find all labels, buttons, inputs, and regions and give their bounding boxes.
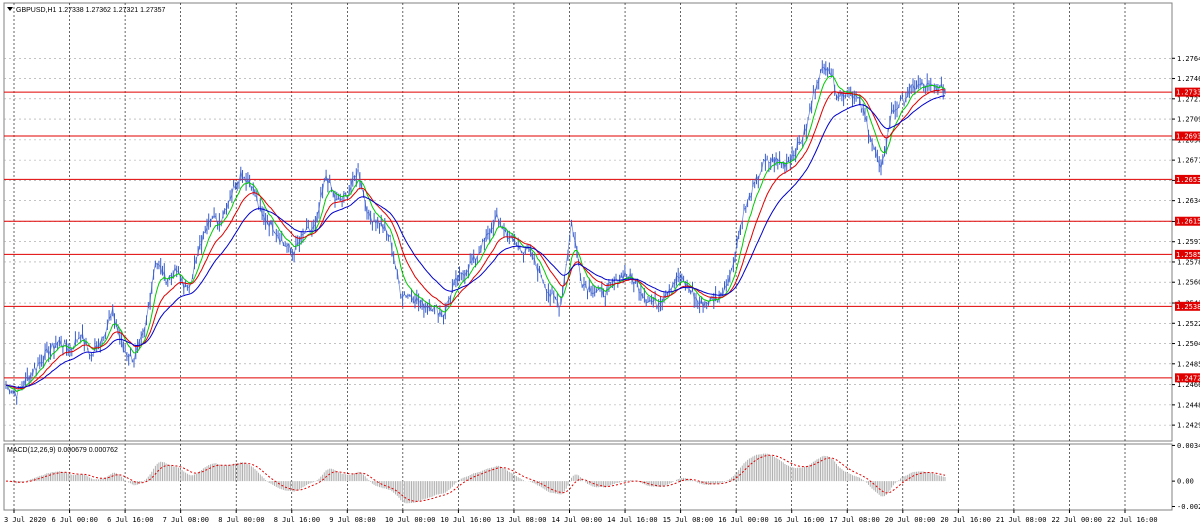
time-axis: 3 Jul 2020 6 Jul 00:00 6 Jul 16:00 7 Jul 08…: [4, 510, 1158, 524]
y-tick-label: 1.26345: [1177, 197, 1200, 205]
level-price-label: 1.24727: [1176, 374, 1200, 382]
y-tick-label: 1.27460: [1177, 75, 1200, 83]
level-price-label: 1.27336: [1176, 89, 1200, 97]
y-tick-label: 1.27090: [1177, 116, 1200, 124]
y-tick-label: 1.27645: [1177, 55, 1200, 63]
x-tick-label: 20 Jul 00:00: [885, 516, 936, 524]
moving-average-slow: [5, 95, 946, 388]
x-tick-label: 3 Jul 2020: [4, 516, 46, 524]
macd-y-tick-label: -0.002461: [1177, 503, 1200, 511]
level-labels: 1.27336 1.26935 1.26539 1.26157 1.25854 1.253…: [1175, 87, 1200, 383]
y-tick-label: 1.27275: [1177, 95, 1200, 103]
price-line: [5, 66, 946, 399]
y-tick-label: 1.24295: [1177, 422, 1200, 430]
macd-panel-frame: [3, 443, 1173, 511]
x-tick-label: 8 Jul 16:00: [274, 516, 320, 524]
x-tick-label: 14 Jul 16:00: [607, 516, 658, 524]
horizontal-levels: [4, 91, 1172, 379]
x-tick-label: 8 Jul 00:00: [218, 516, 264, 524]
moving-average-fast: [5, 75, 946, 393]
macd-y-tick-label: 0.00: [1177, 478, 1194, 486]
level-price-tag: [1175, 301, 1200, 311]
x-tick-label: 15 Jul 08:00: [663, 516, 714, 524]
y-tick-label: 1.25040: [1177, 340, 1200, 348]
y-tick-label: 1.25600: [1177, 279, 1200, 287]
level-price-label: 1.26157: [1176, 218, 1200, 226]
y-tick-label: 1.25970: [1177, 238, 1200, 246]
level-price-tag: [1175, 87, 1200, 97]
x-tick-label: 22 Jul 00:00: [1051, 516, 1102, 524]
x-tick-label: 16 Jul 16:00: [774, 516, 825, 524]
x-tick-label: 16 Jul 00:00: [718, 516, 769, 524]
level-price-tag: [1175, 174, 1200, 184]
main-panel-frame: [3, 2, 1173, 442]
level-price-tag: [1175, 373, 1200, 383]
macd-y-tick-label: 0.003461: [1177, 442, 1200, 450]
level-price-label: 1.25380: [1176, 303, 1200, 311]
y-tick-label: 1.24665: [1177, 381, 1200, 389]
y-tick-label: 1.24855: [1177, 360, 1200, 368]
y-tick-label: 1.25785: [1177, 258, 1200, 266]
x-tick-label: 17 Jul 08:00: [829, 516, 880, 524]
x-tick-label: 20 Jul 16:00: [940, 516, 991, 524]
y-tick-label: 1.25225: [1177, 320, 1200, 328]
x-tick-label: 10 Jul 00:00: [385, 516, 436, 524]
x-tick-label: 22 Jul 16:00: [1107, 516, 1158, 524]
x-tick-label: 7 Jul 08:00: [163, 516, 209, 524]
y-tick-label: 1.24480: [1177, 401, 1200, 409]
macd-header-text: MACD(12,26,9) 0.000679 0.000762: [7, 447, 118, 454]
symbol-dropdown-icon[interactable]: [7, 7, 13, 11]
moving-average-medium: [5, 89, 945, 390]
level-price-label: 1.26935: [1176, 133, 1200, 141]
moving-averages: [5, 75, 946, 393]
y-tick-label: 1.26715: [1177, 157, 1200, 165]
price-axis: 1.276451.274601.272751.270901.269001.267…: [1172, 55, 1200, 511]
level-price-label: 1.25854: [1176, 251, 1200, 259]
x-tick-label: 6 Jul 16:00: [107, 516, 153, 524]
grid-lines: [4, 3, 1172, 510]
x-tick-label: 21 Jul 08:00: [996, 516, 1047, 524]
level-price-tag: [1175, 249, 1200, 259]
level-price-tag: [1175, 216, 1200, 226]
x-tick-label: 6 Jul 00:00: [52, 516, 98, 524]
x-tick-label: 13 Jul 08:00: [496, 516, 547, 524]
level-price-tag: [1175, 131, 1200, 141]
x-tick-label: 9 Jul 08:00: [329, 516, 375, 524]
x-tick-label: 10 Jul 16:00: [440, 516, 491, 524]
macd-signal-line: [6, 454, 946, 502]
chart-header-text: GBPUSD,H1 1.27338 1.27362 1.27321 1.2735…: [16, 7, 166, 14]
level-price-label: 1.26539: [1176, 176, 1200, 184]
x-tick-label: 14 Jul 00:00: [552, 516, 603, 524]
